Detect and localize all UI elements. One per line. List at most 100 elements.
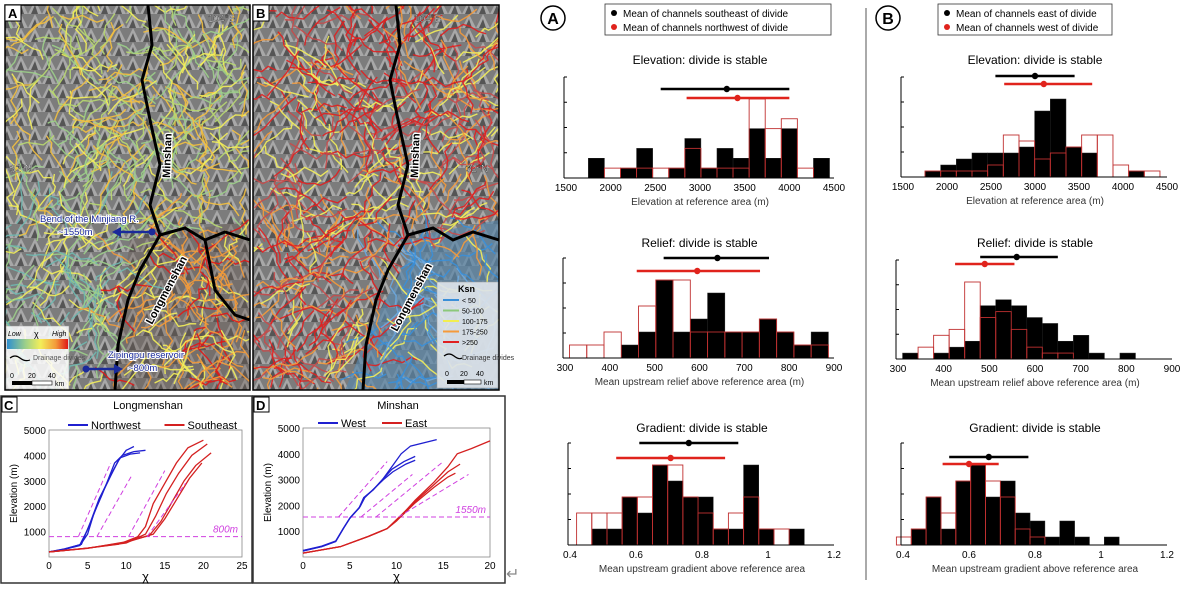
river-channel xyxy=(336,65,383,105)
river-channel xyxy=(79,5,84,27)
river-channel xyxy=(72,118,124,136)
latitude-label: 32°N xyxy=(466,164,488,175)
river-channel xyxy=(90,267,107,317)
y-tick-label: 3000 xyxy=(24,477,47,488)
river-channel xyxy=(313,299,352,344)
y-axis-label: Elevation (m) xyxy=(9,464,20,523)
river-channel xyxy=(29,284,70,297)
histogram-bar-black xyxy=(741,331,760,359)
river-channel xyxy=(146,363,195,372)
latitude-label: 32°N xyxy=(10,164,32,175)
histogram-bar-black xyxy=(781,128,798,179)
legend-marker-red xyxy=(611,24,617,30)
river-channel xyxy=(182,339,229,352)
scale-0: 0 xyxy=(445,371,449,378)
river-channel xyxy=(160,309,197,328)
river-channel xyxy=(351,203,390,226)
y-tick-label: 2000 xyxy=(278,501,301,512)
river-channel xyxy=(165,45,190,79)
histogram-bar-black xyxy=(788,528,805,546)
river-channel xyxy=(14,154,37,201)
histogram-bar-red xyxy=(586,344,605,359)
river-channel xyxy=(7,266,59,285)
river-channel xyxy=(168,25,186,74)
x-tick-label: 0.4 xyxy=(896,550,910,561)
river-channel xyxy=(285,227,339,264)
river-channel xyxy=(177,303,225,317)
river-channel xyxy=(199,276,209,326)
river-channel xyxy=(213,58,242,99)
y-tick-label: 4000 xyxy=(24,451,47,462)
x-tick-label: 4500 xyxy=(1156,182,1179,193)
slope-guide xyxy=(360,474,413,518)
river-channel xyxy=(96,311,111,356)
river-channel xyxy=(337,105,347,157)
river-channel xyxy=(382,28,413,61)
river-channel xyxy=(200,292,227,319)
histogram-bar-black xyxy=(1034,110,1051,178)
river-channel xyxy=(296,309,334,352)
reference-elevation-label: 800m xyxy=(213,525,238,536)
divide-legend-icon xyxy=(443,353,463,360)
histogram-bar-black xyxy=(1128,170,1145,178)
x-tick-label: 0.6 xyxy=(629,550,643,561)
x-tick-label: 2500 xyxy=(980,182,1003,193)
river-channel xyxy=(148,121,197,141)
river-channel xyxy=(347,5,380,25)
river-channel xyxy=(220,329,238,381)
river-channel xyxy=(446,110,474,150)
reservoir-arrow-icon xyxy=(82,364,123,374)
river-channel xyxy=(410,186,433,229)
river-channel xyxy=(149,49,173,100)
histogram-bar-black xyxy=(743,464,760,546)
river-channel xyxy=(269,179,322,198)
ksn-class-label: < 50 xyxy=(462,298,476,305)
river-channel xyxy=(157,138,182,185)
river-channel xyxy=(39,264,66,307)
river-channel xyxy=(419,209,428,260)
scale-20: 20 xyxy=(460,371,468,378)
river-channel xyxy=(211,242,246,278)
river-channel xyxy=(208,171,244,199)
river-channel xyxy=(63,151,99,189)
river-channel xyxy=(99,120,147,130)
river-channel xyxy=(17,181,41,232)
longitude-label: 104°E xyxy=(208,14,236,25)
x-tick-label: 600 xyxy=(691,363,708,374)
river-channel xyxy=(229,43,250,55)
river-channel xyxy=(82,145,118,188)
river-channel xyxy=(383,72,438,86)
x-tick-label: 300 xyxy=(557,363,574,374)
histogram-bar-black xyxy=(690,318,708,359)
legend-marker-black xyxy=(611,10,617,16)
histogram-bar-black xyxy=(776,331,795,359)
river-channel xyxy=(49,253,100,267)
x-axis-label: χ xyxy=(142,569,149,584)
river-channel xyxy=(286,299,299,348)
mean-marker-black xyxy=(1031,72,1039,80)
x-tick-label: 800 xyxy=(781,363,798,374)
river-channel xyxy=(253,227,266,242)
legend-box xyxy=(604,3,832,36)
river-channel xyxy=(351,76,378,127)
river-channel xyxy=(130,98,161,148)
river-channel xyxy=(234,5,243,40)
river-channel xyxy=(401,238,417,289)
river-channel xyxy=(258,227,289,280)
river-channel xyxy=(363,127,372,173)
slope-guide xyxy=(375,461,444,518)
chart-title: Relief: divide is stable xyxy=(977,236,1093,250)
river-channel xyxy=(227,5,240,49)
river-channel xyxy=(72,63,118,72)
river-channel xyxy=(80,87,114,131)
histogram-bar-black xyxy=(591,528,608,546)
river-channel xyxy=(241,110,250,118)
river-channel xyxy=(300,208,348,221)
bend-elevation: ~1550m xyxy=(58,227,93,238)
river-channel xyxy=(297,168,341,187)
river-channel xyxy=(441,99,472,142)
river-channel xyxy=(45,135,72,184)
river-channel xyxy=(290,221,321,255)
river-channel xyxy=(48,385,54,390)
river-channel xyxy=(381,16,391,68)
